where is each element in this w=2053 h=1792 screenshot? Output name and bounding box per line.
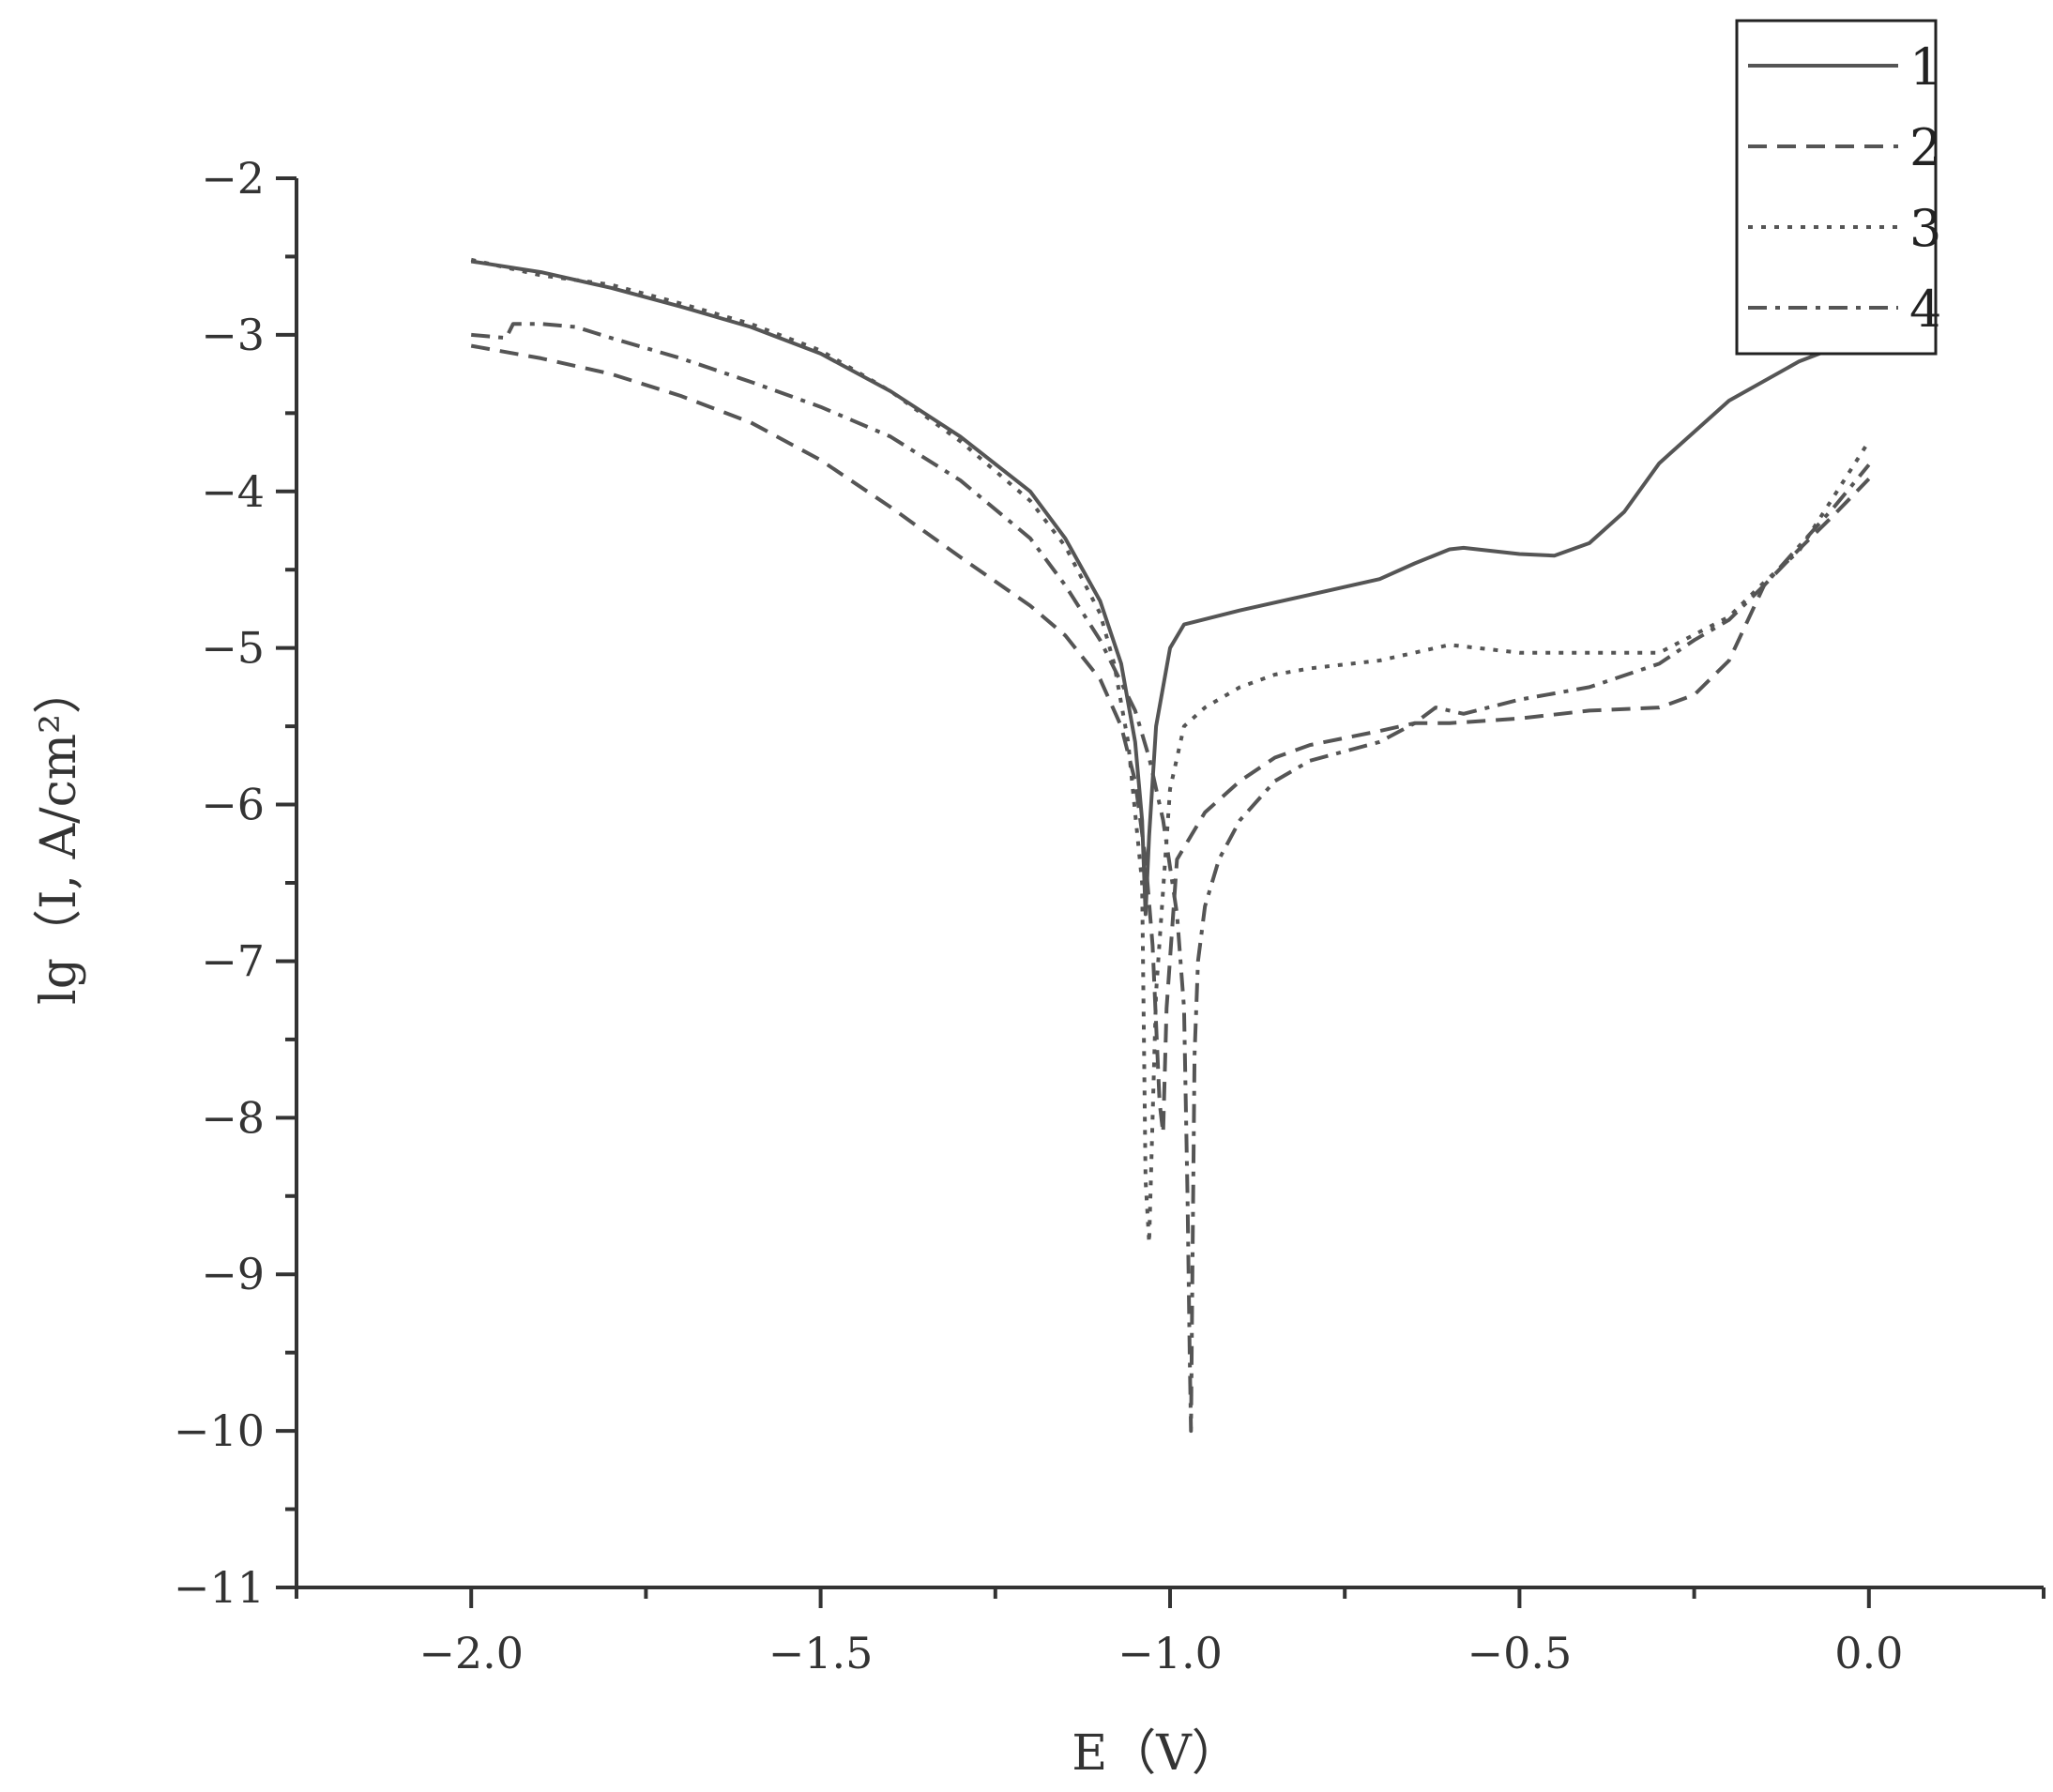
series-2-line: [470, 343, 1871, 1135]
y-tick-label: −5: [201, 623, 265, 674]
legend-label-3: 3: [1909, 199, 1941, 258]
y-tick-label: −3: [201, 310, 265, 360]
y-tick-label: −8: [201, 1092, 265, 1143]
x-tick-label: −1.5: [768, 1628, 874, 1678]
legend-label-2: 2: [1909, 118, 1941, 177]
curves: [470, 257, 1871, 1434]
series-1-line: [470, 259, 1849, 917]
y-tick-label: −9: [201, 1249, 265, 1299]
y-tick-label: −11: [174, 1562, 265, 1613]
x-tick-label: −2.0: [418, 1628, 524, 1678]
legend-box: [1735, 19, 1938, 356]
y-tick-label: −6: [201, 780, 265, 830]
y-tick-label: −10: [174, 1405, 265, 1456]
x-tick-label: 0.0: [1834, 1628, 1903, 1678]
legend-label-1: 1: [1909, 38, 1941, 97]
x-axis-label: E（V）: [1072, 1725, 1240, 1782]
legend-label-4: 4: [1909, 280, 1941, 339]
y-tick-label: −7: [201, 935, 265, 986]
y-axis-label: lg（I, A/cm²）: [31, 665, 87, 1005]
y-tick-label: −2: [201, 153, 265, 204]
x-tick-label: −1.0: [1118, 1628, 1223, 1678]
series-3-line: [470, 257, 1871, 1245]
x-tick-label: −0.5: [1468, 1628, 1573, 1678]
y-tick-label: −4: [201, 466, 265, 517]
legend: 1 2 3 4: [1735, 19, 1941, 356]
series-4-line: [471, 322, 1871, 1434]
axes: −2 −3 −4 −5 −6 −7 −8 −9 −10 −11 −2.0 −1.5 −1.0 −0.5 0.…: [174, 153, 2045, 1678]
